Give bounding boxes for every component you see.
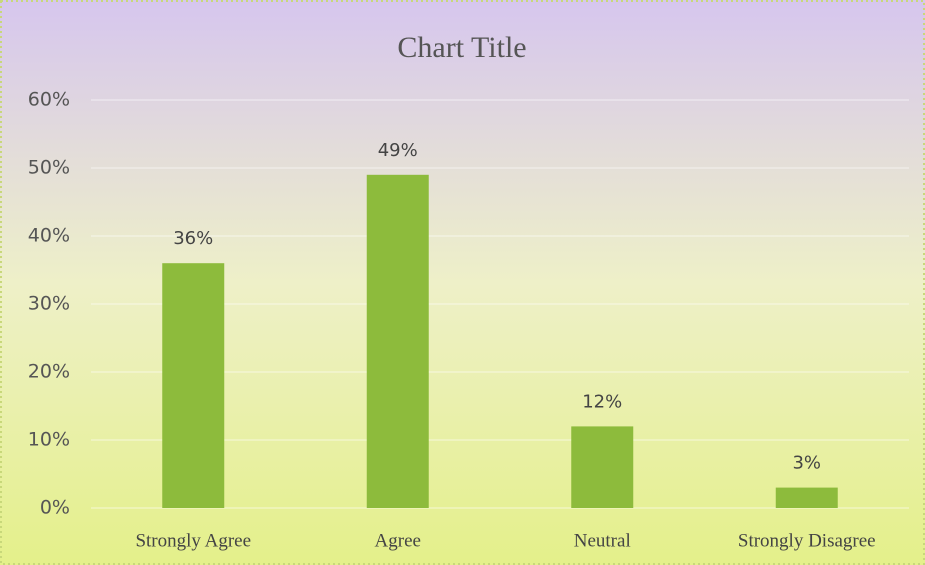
x-tick-label: Agree xyxy=(375,530,421,551)
y-tick-label: 20% xyxy=(28,361,70,383)
x-tick-label: Neutral xyxy=(574,530,631,551)
x-tick-label: Strongly Disagree xyxy=(738,530,876,551)
data-label: 49% xyxy=(378,140,418,161)
bar xyxy=(571,426,634,508)
bar xyxy=(162,263,225,508)
data-label: 36% xyxy=(173,228,213,249)
y-tick-label: 30% xyxy=(28,293,70,315)
y-tick-label: 50% xyxy=(28,157,70,179)
bar xyxy=(775,487,838,508)
data-label: 12% xyxy=(582,391,622,412)
y-tick-label: 40% xyxy=(28,225,70,247)
y-tick-label: 60% xyxy=(28,89,70,111)
y-tick-label: 0% xyxy=(40,497,70,519)
chart-title: Chart Title xyxy=(397,31,526,64)
y-tick-label: 10% xyxy=(28,429,70,451)
x-tick-label: Strongly Agree xyxy=(135,530,251,551)
data-label: 3% xyxy=(792,453,821,474)
bar xyxy=(366,174,429,509)
